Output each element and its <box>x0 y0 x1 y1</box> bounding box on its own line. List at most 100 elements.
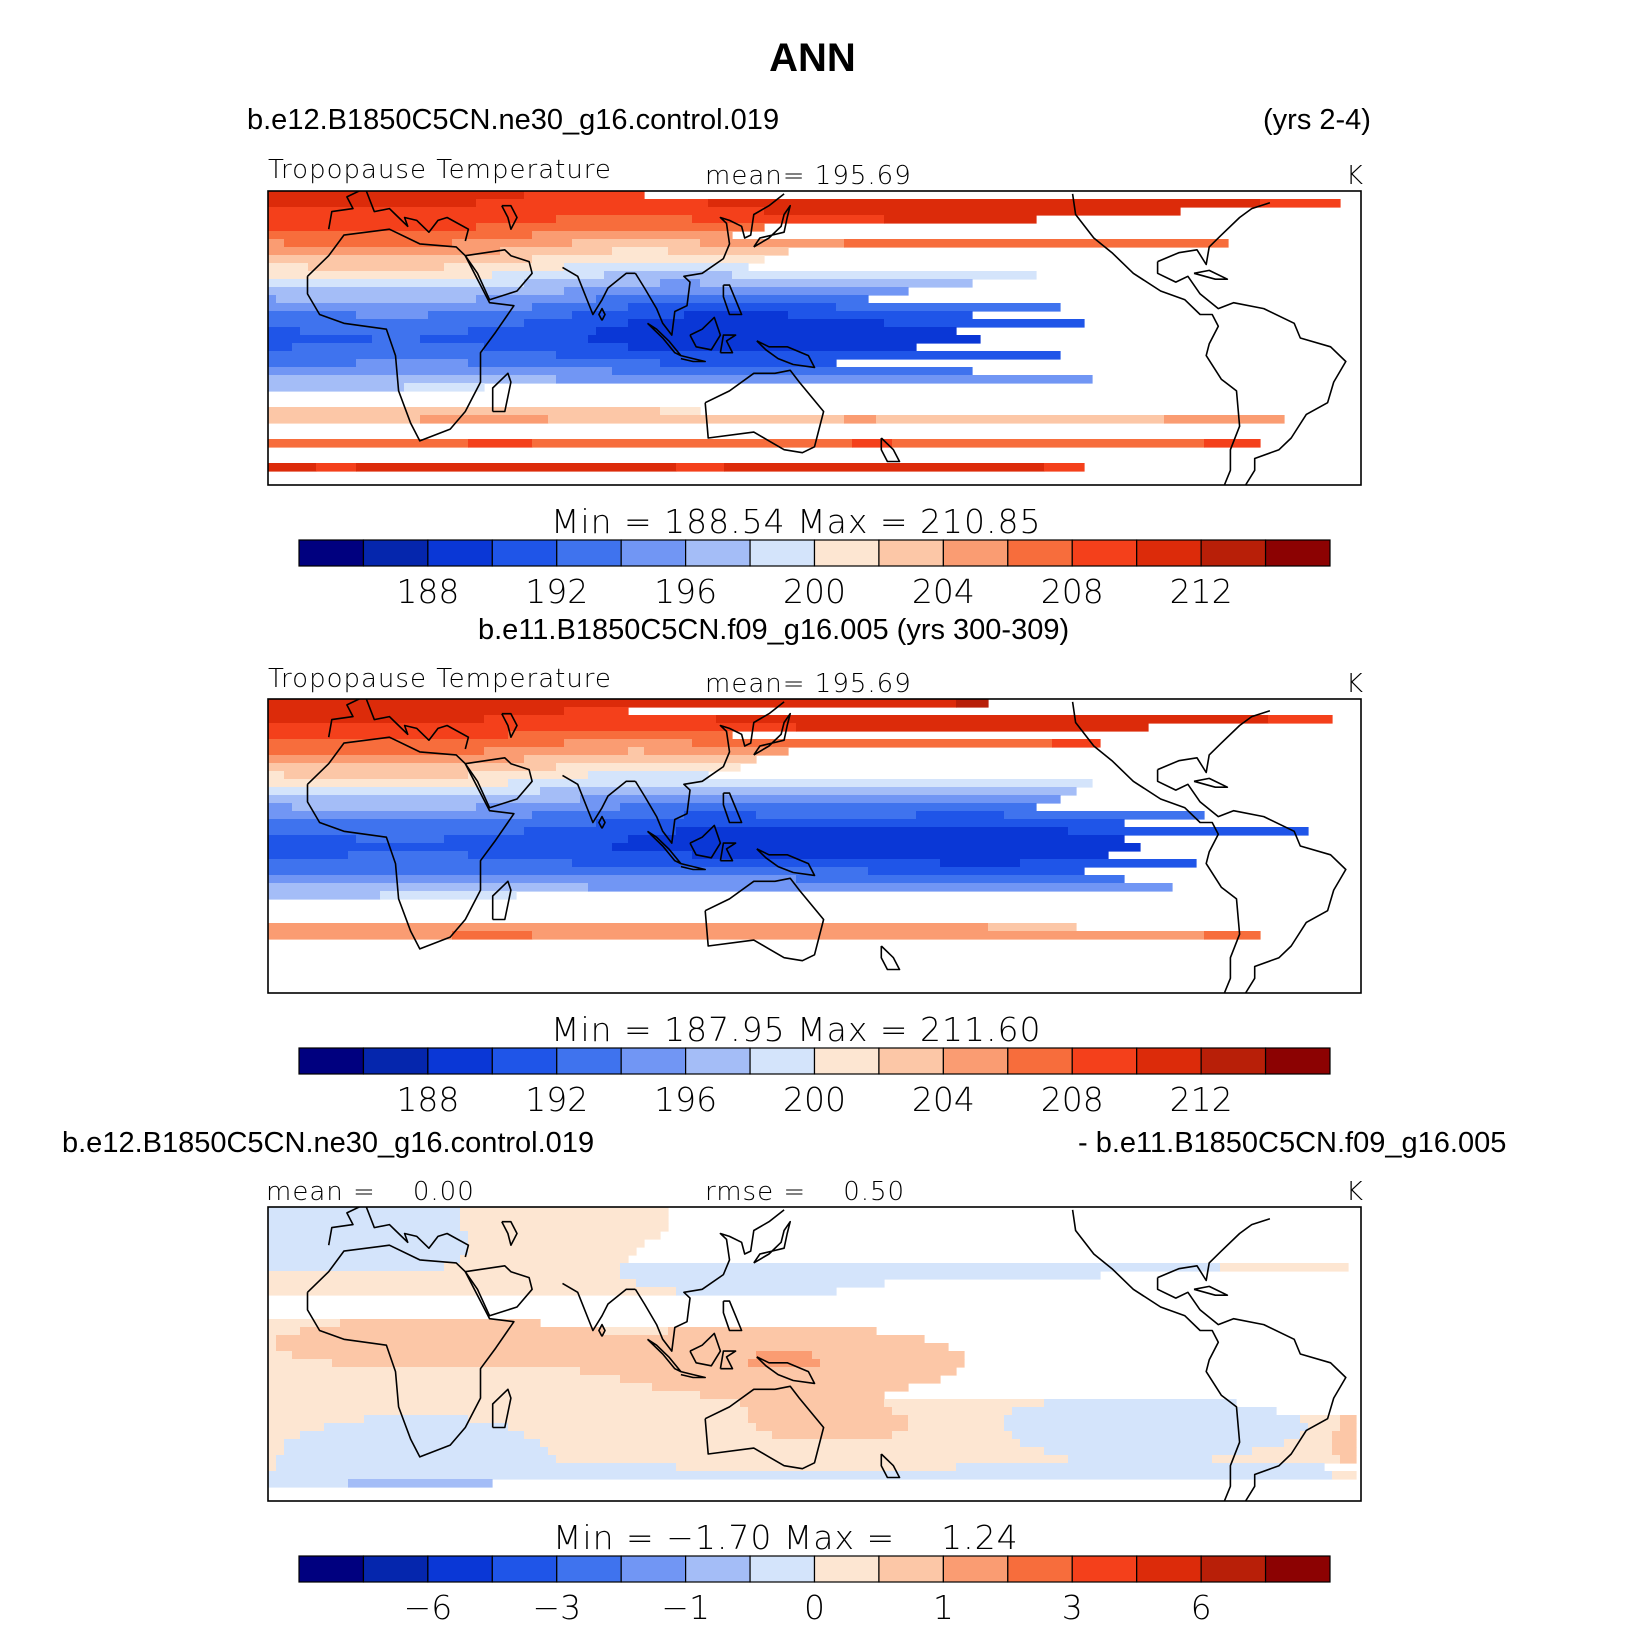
coastline <box>689 824 722 859</box>
colorbar-box <box>491 1047 558 1075</box>
panel3-mean-label: mean = 0.00 <box>266 1177 475 1207</box>
colorbar-box <box>427 1047 493 1075</box>
colorbar-box <box>556 1555 622 1583</box>
colorbar-box <box>942 539 1009 567</box>
coastline <box>753 204 791 248</box>
colorbar-box <box>427 539 493 567</box>
colorbar-box <box>1071 1047 1138 1075</box>
colorbar-box <box>749 539 816 567</box>
colorbar-box <box>491 1555 558 1583</box>
colorbar-box <box>685 1047 751 1075</box>
colorbar-tick-label: 208 <box>1041 572 1104 611</box>
coastline <box>756 340 816 369</box>
colorbar-tick-label: 192 <box>525 572 588 611</box>
colorbar-tick-label: 196 <box>654 572 717 611</box>
panel1-colorbar: 188 192 196 200 204 208 212 <box>298 539 1331 611</box>
colorbar-box <box>749 1555 816 1583</box>
colorbar-box <box>362 1555 429 1583</box>
colorbar-box <box>298 1047 365 1075</box>
colorbar-box <box>749 1047 816 1075</box>
colorbar-box <box>362 1047 429 1075</box>
colorbar-box <box>685 1555 751 1583</box>
coastline <box>704 877 825 962</box>
colorbar-box <box>1264 539 1331 567</box>
colorbar-tick-label: −1 <box>661 1588 710 1627</box>
panel1-case-label: b.e12.B1850C5CN.ne30_g16.control.019 <box>247 104 780 136</box>
panel1-field <box>268 191 1341 472</box>
panel3-coastlines <box>306 1207 1347 1501</box>
colorbar-tick-label: 192 <box>525 1080 588 1119</box>
panel3-rmse-label: rmse = 0.50 <box>705 1177 906 1207</box>
panel3-units-label: K <box>1346 1177 1365 1207</box>
panel2-field <box>268 699 1333 940</box>
coastline <box>306 736 515 950</box>
coastline <box>327 699 470 750</box>
panel3-colorbar: −6 −3 −1 0 1 3 6 <box>298 1555 1331 1627</box>
colorbar-box <box>1136 1047 1202 1075</box>
colorbar-box <box>620 1555 687 1583</box>
colorbar-box <box>813 539 880 567</box>
colorbar-tick-label: 1 <box>933 1588 954 1627</box>
panel2-units-label: K <box>1346 669 1365 699</box>
colorbar-box <box>685 539 751 567</box>
colorbar-tick-label: 200 <box>783 1080 846 1119</box>
coastline <box>1193 269 1229 280</box>
coastline <box>880 945 901 971</box>
coastline <box>306 1244 515 1458</box>
colorbar-box <box>491 539 558 567</box>
colorbar-tick-label: 196 <box>654 1080 717 1119</box>
panel3-case-label-left: b.e12.B1850C5CN.ne30_g16.control.019 <box>62 1127 595 1159</box>
coastline <box>689 316 722 351</box>
coastline <box>464 757 533 809</box>
coastline <box>722 1300 743 1332</box>
coastline <box>719 334 737 354</box>
coastline <box>722 284 743 316</box>
colorbar-box <box>1071 1555 1138 1583</box>
coastline <box>704 369 825 454</box>
coastline <box>1157 710 1271 774</box>
colorbar-box <box>1007 1555 1073 1583</box>
coastline <box>562 774 636 824</box>
colorbar-tick-label: 0 <box>804 1588 825 1627</box>
coastline <box>501 204 518 230</box>
colorbar-tick-label: 212 <box>1170 1080 1233 1119</box>
colorbar-box <box>813 1555 880 1583</box>
colorbar-box <box>298 539 365 567</box>
colorbar-box <box>1200 1047 1267 1075</box>
coastline <box>880 1453 901 1479</box>
colorbar-box <box>813 1047 880 1075</box>
colorbar-box <box>1007 1047 1073 1075</box>
coastline <box>491 880 512 921</box>
colorbar-box <box>556 1047 622 1075</box>
colorbar-box <box>298 1555 365 1583</box>
coastline <box>1193 777 1229 788</box>
colorbar-box <box>556 539 622 567</box>
coastline <box>634 193 785 336</box>
colorbar-box <box>1264 1555 1331 1583</box>
coastline <box>634 1209 785 1352</box>
panel1-frame <box>267 190 1362 486</box>
coastline <box>719 842 737 862</box>
panel3-field <box>268 1207 1357 1488</box>
coastline <box>719 1350 737 1370</box>
coastline <box>1156 261 1347 485</box>
coastline <box>634 701 785 844</box>
panel2-minmax-label: Min = 187.95 Max = 211.60 <box>551 1010 1042 1049</box>
coastline <box>1157 202 1271 266</box>
colorbar-tick-label: −3 <box>532 1588 581 1627</box>
coastline <box>756 848 816 877</box>
coastline <box>1156 769 1347 993</box>
coastline <box>680 862 706 871</box>
colorbar-box <box>942 1047 1009 1075</box>
colorbar-box <box>1136 539 1202 567</box>
colorbar-box <box>878 539 944 567</box>
panel1-units-label: K <box>1346 161 1365 191</box>
coastline <box>327 191 470 242</box>
panel2-case-label: b.e11.B1850C5CN.f09_g16.005 (yrs 300-309… <box>478 614 1070 646</box>
colorbar-box <box>878 1555 944 1583</box>
panel3-frame <box>267 1206 1362 1502</box>
colorbar-box <box>620 539 687 567</box>
coastline <box>598 1323 606 1337</box>
